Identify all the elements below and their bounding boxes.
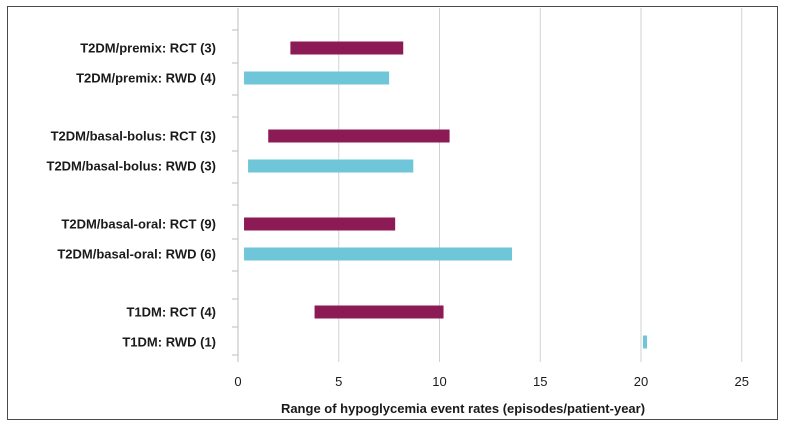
x-tick-label-3: 15 xyxy=(533,374,547,389)
x-tick-labels: 0 5 10 15 20 25 xyxy=(234,374,749,389)
category-label-6: T1DM: RCT (4) xyxy=(126,305,216,320)
category-label-5: T2DM/basal-oral: RWD (6) xyxy=(57,247,216,262)
x-tick-label-4: 20 xyxy=(634,374,648,389)
chart-frame xyxy=(7,6,778,420)
category-label-2: T2DM/basal-bolus: RCT (3) xyxy=(51,129,216,144)
bars xyxy=(244,41,648,349)
category-label-7: T1DM: RWD (1) xyxy=(122,335,216,350)
bar-0 xyxy=(290,41,404,55)
bar-7 xyxy=(643,335,648,349)
bar-1 xyxy=(244,71,390,85)
gridlines xyxy=(338,8,743,362)
bar-4 xyxy=(244,217,396,231)
x-tick-label-1: 5 xyxy=(335,374,342,389)
category-label-3: T2DM/basal-bolus: RWD (3) xyxy=(47,159,217,174)
category-label-1: T2DM/premix: RWD (4) xyxy=(76,71,216,86)
x-axis-label: Range of hypoglycemia event rates (episo… xyxy=(281,401,645,416)
top-edge xyxy=(0,0,787,4)
x-tick-label-0: 0 xyxy=(234,374,241,389)
bar-2 xyxy=(268,129,450,143)
x-tick-label-5: 25 xyxy=(735,374,749,389)
bar-5 xyxy=(244,247,513,261)
category-label-0: T2DM/premix: RCT (3) xyxy=(80,41,216,56)
bar-6 xyxy=(314,305,444,319)
category-label-4: T2DM/basal-oral: RCT (9) xyxy=(61,217,216,232)
y-axis xyxy=(232,8,239,362)
x-tick-label-2: 10 xyxy=(432,374,446,389)
bar-3 xyxy=(248,159,414,173)
category-labels: T2DM/premix: RCT (3) T2DM/premix: RWD (4)… xyxy=(47,41,217,350)
